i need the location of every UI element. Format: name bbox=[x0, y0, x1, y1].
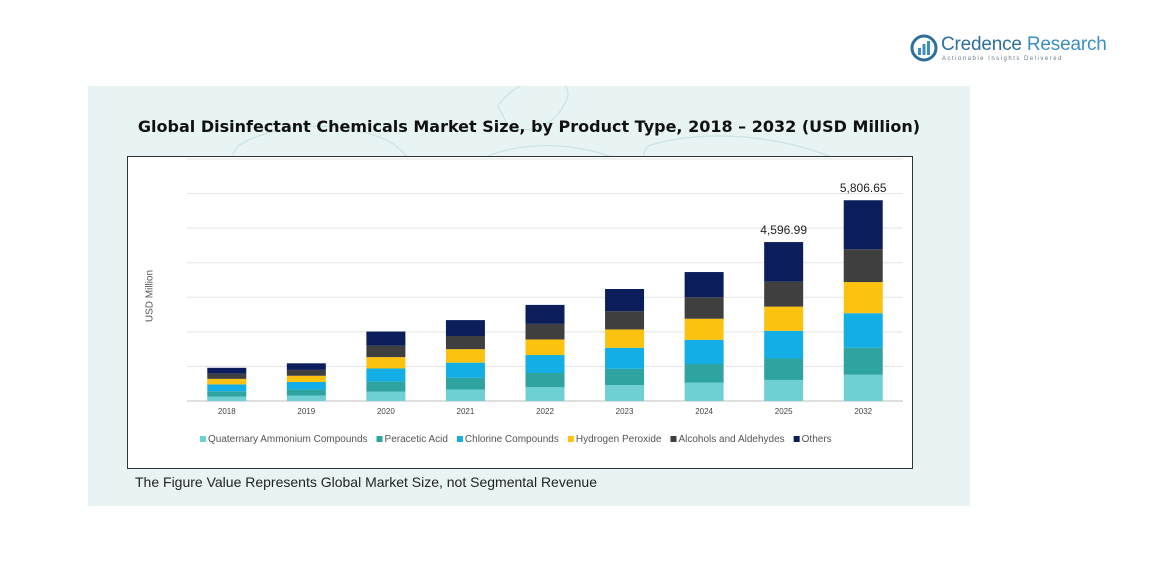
bar-segment bbox=[366, 368, 406, 382]
bar-segment bbox=[207, 373, 247, 379]
data-label: 4,596.99 bbox=[760, 223, 807, 237]
legend-label: Quaternary Ammonium Compounds bbox=[208, 434, 368, 445]
bar-segment bbox=[764, 379, 804, 401]
bar-segment bbox=[764, 242, 804, 282]
bar-segment bbox=[684, 339, 724, 365]
x-tick-label: 2024 bbox=[695, 407, 713, 416]
bar-segment bbox=[286, 369, 326, 376]
bar-segment bbox=[366, 391, 406, 401]
legend-swatch bbox=[793, 436, 800, 442]
bar-segment bbox=[366, 345, 406, 358]
x-tick-label: 2019 bbox=[297, 407, 315, 416]
logo-tagline: Actionable Insights Delivered bbox=[942, 56, 1063, 62]
bar-segment bbox=[445, 377, 485, 390]
bar-segment bbox=[286, 375, 326, 382]
bar-segment bbox=[684, 382, 724, 401]
bar-segment bbox=[684, 272, 724, 298]
bar-segment bbox=[764, 306, 804, 331]
bar-segment bbox=[207, 396, 247, 401]
bar-segment bbox=[605, 288, 645, 312]
legend-swatch bbox=[567, 436, 574, 442]
data-label: 5,806.65 bbox=[840, 181, 887, 195]
bar-segment bbox=[764, 330, 804, 359]
legend-swatch bbox=[670, 436, 677, 442]
bar-segment bbox=[684, 318, 724, 340]
bar-segment bbox=[525, 304, 565, 324]
bar-segment bbox=[207, 367, 247, 374]
bar-segment bbox=[286, 395, 326, 401]
chart-title: Global Disinfectant Chemicals Market Siz… bbox=[137, 117, 921, 136]
x-tick-label: 2032 bbox=[854, 407, 872, 416]
x-tick-label: 2021 bbox=[457, 407, 475, 416]
x-tick-label: 2020 bbox=[377, 407, 395, 416]
bar-segment bbox=[366, 331, 406, 346]
bar-segment bbox=[445, 349, 485, 363]
x-tick-label: 2018 bbox=[218, 407, 236, 416]
bar-segment bbox=[525, 339, 565, 356]
logo-name-part1: Credence bbox=[941, 34, 1022, 55]
bar-segment bbox=[843, 374, 883, 401]
bar-segment bbox=[525, 387, 565, 401]
bar-segment bbox=[445, 389, 485, 401]
legend-label: Others bbox=[802, 434, 832, 445]
logo-chart-icon bbox=[910, 34, 938, 62]
bar-segment bbox=[764, 358, 804, 380]
bar-segment bbox=[605, 347, 645, 369]
bar-segment bbox=[684, 364, 724, 383]
footnote: The Figure Value Represents Global Marke… bbox=[135, 474, 597, 490]
legend-swatch bbox=[200, 436, 206, 442]
legend-swatch bbox=[376, 436, 383, 442]
bar-segment bbox=[207, 378, 247, 385]
legend-label: Alcohols and Aldehydes bbox=[678, 434, 784, 445]
bar-segment bbox=[764, 281, 804, 307]
bar-segment bbox=[366, 381, 406, 392]
bar-segment bbox=[366, 357, 406, 369]
bar-segment bbox=[605, 311, 645, 330]
x-tick-label: 2025 bbox=[775, 407, 793, 416]
bar-segment bbox=[286, 381, 326, 390]
x-tick-label: 2023 bbox=[616, 407, 634, 416]
bar-segment bbox=[605, 385, 645, 401]
bar-segment bbox=[207, 384, 247, 392]
bar-segment bbox=[843, 200, 883, 250]
bar-segment bbox=[445, 320, 485, 337]
bar-segment bbox=[445, 336, 485, 350]
brand-logo: Credence Research Actionable Insights De… bbox=[910, 32, 1110, 72]
bar-segment bbox=[843, 313, 883, 348]
bar-segment bbox=[286, 363, 326, 370]
bar-segment bbox=[525, 355, 565, 373]
bar-segment bbox=[843, 347, 883, 375]
logo-name: Credence Research bbox=[941, 34, 1107, 56]
bar-segment bbox=[843, 282, 883, 314]
legend-swatch bbox=[456, 436, 463, 442]
bar-segment bbox=[843, 249, 883, 283]
logo-name-part2: Research bbox=[1026, 34, 1107, 55]
bar-segment bbox=[286, 389, 326, 396]
bar-segment bbox=[525, 323, 565, 340]
bar-segment bbox=[605, 368, 645, 386]
legend-label: Peracetic Acid bbox=[385, 434, 448, 445]
bar-segment bbox=[684, 297, 724, 319]
bar-segment bbox=[207, 391, 247, 397]
bar-segment bbox=[525, 372, 565, 388]
bar-segment bbox=[605, 329, 645, 348]
bar-segment bbox=[445, 362, 485, 378]
legend-label: Chlorine Compounds bbox=[465, 434, 559, 445]
x-tick-label: 2022 bbox=[536, 407, 554, 416]
legend-label: Hydrogen Peroxide bbox=[576, 434, 662, 445]
